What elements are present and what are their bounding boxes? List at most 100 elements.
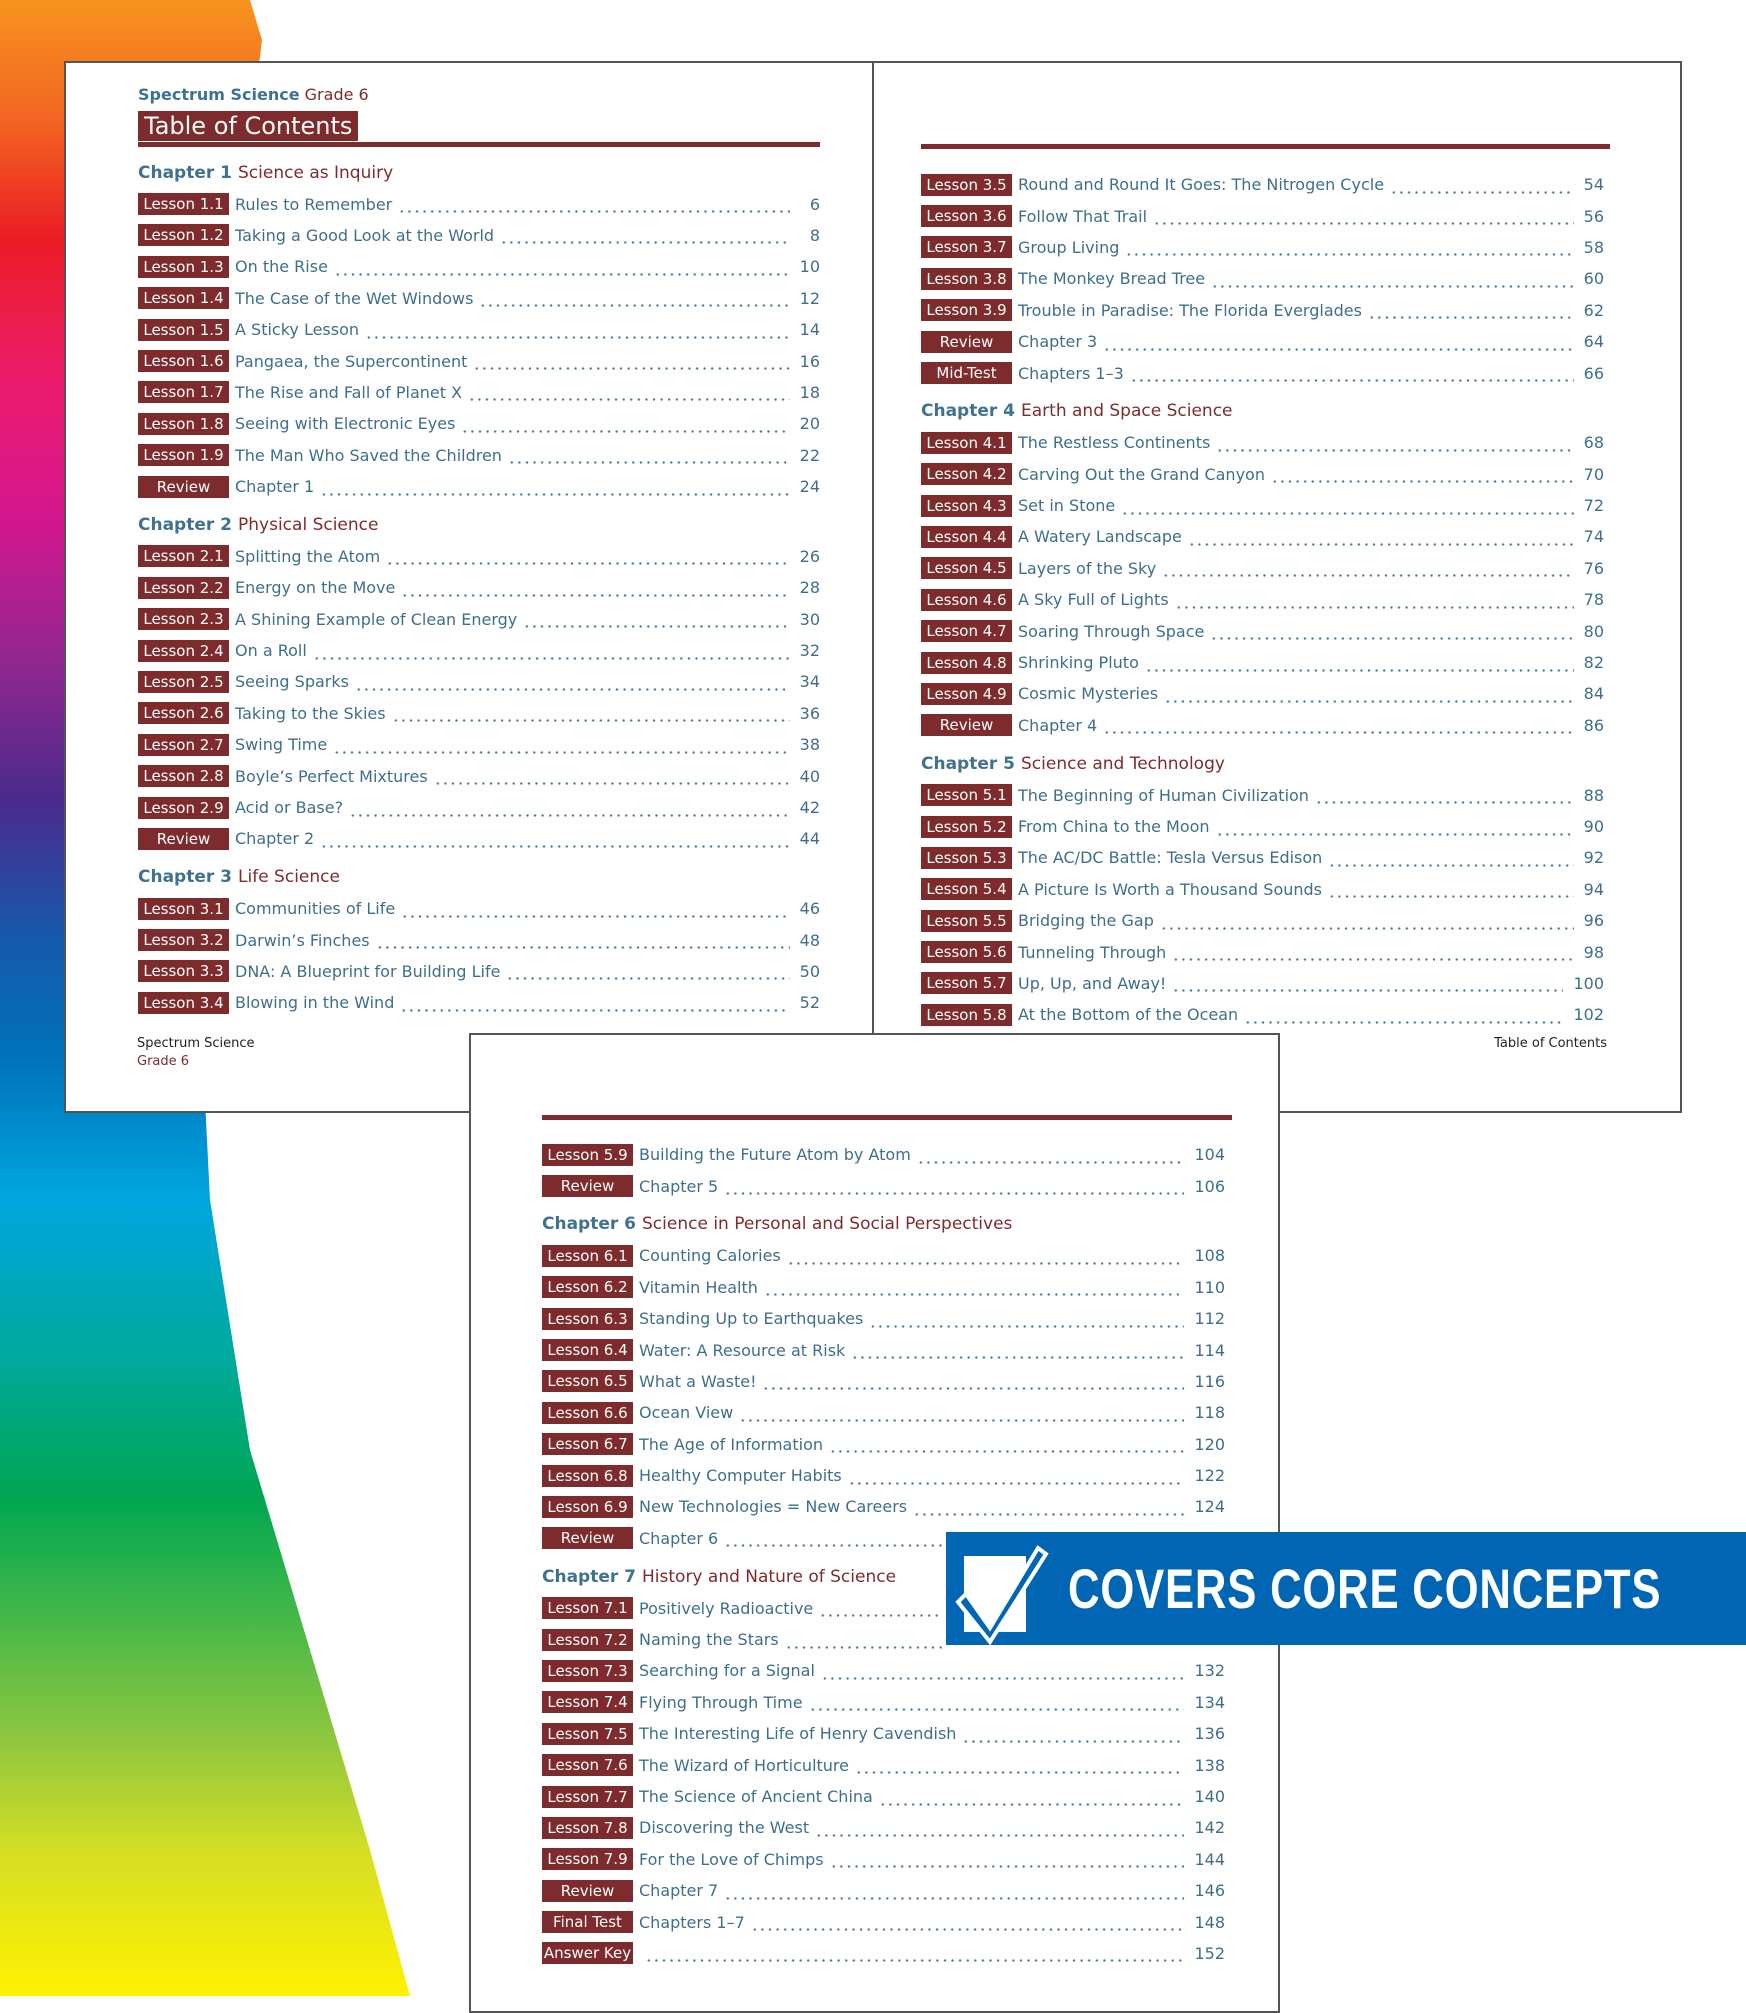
toc-entry: Lesson 6.6 Ocean View 118 — [542, 1397, 1225, 1428]
lesson-title: The AC/DC Battle: Tesla Versus Edison — [1018, 848, 1323, 868]
page-number: 98 — [1583, 942, 1604, 962]
page-number: 26 — [799, 546, 820, 566]
lesson-title: Taking a Good Look at the World — [235, 225, 495, 245]
page-number: 70 — [1583, 464, 1604, 484]
toc-entry: Lesson 7.3 Searching for a Signal 132 — [542, 1655, 1225, 1686]
page-number: 100 — [1573, 973, 1604, 993]
page-number: 76 — [1583, 558, 1604, 578]
toc-entry: Lesson 4.1 The Restless Continents 68 — [921, 427, 1604, 458]
lesson-title: Flying Through Time — [639, 1692, 803, 1712]
toc-entry: Review Chapter 4 86 — [921, 710, 1604, 741]
page-number: 92 — [1583, 848, 1604, 868]
dot-leader — [433, 770, 790, 787]
lesson-title: Standing Up to Earthquakes — [639, 1309, 864, 1329]
dot-leader — [1129, 367, 1574, 384]
chapter-heading: Chapter 2 Physical Science — [138, 509, 378, 540]
lesson-label: Lesson 2.1 — [138, 545, 229, 568]
lesson-title: Bridging the Gap — [1018, 911, 1154, 931]
chapter-name: Life Science — [238, 867, 340, 888]
lesson-title: DNA: A Blueprint for Building Life — [235, 961, 501, 981]
page-number: 64 — [1583, 332, 1604, 352]
lesson-label: Lesson 5.6 — [921, 941, 1012, 964]
lesson-label: Lesson 1.8 — [138, 412, 229, 435]
page-number: 78 — [1583, 590, 1604, 610]
lesson-title: The Monkey Bread Tree — [1018, 269, 1206, 289]
toc-entry: Lesson 5.8 At the Bottom of the Ocean 102 — [921, 999, 1604, 1030]
lesson-title: Up, Up, and Away! — [1018, 973, 1167, 993]
page-number: 6 — [809, 194, 820, 214]
page-number: 148 — [1194, 1912, 1225, 1932]
page-number: 24 — [799, 477, 820, 497]
lesson-title: Swing Time — [235, 735, 328, 755]
lesson-label: Lesson 4.8 — [921, 651, 1012, 674]
dot-leader — [1103, 335, 1574, 352]
page-number: 14 — [799, 320, 820, 340]
lesson-label: Review — [542, 1175, 633, 1198]
dot-leader — [1125, 241, 1574, 258]
page-number: 122 — [1194, 1466, 1225, 1486]
footer-brand: Spectrum Science — [137, 1036, 255, 1051]
dot-leader — [400, 996, 790, 1013]
lesson-title: For the Love of Chimps — [639, 1849, 824, 1869]
lesson-label: Lesson 1.3 — [138, 255, 229, 278]
dot-leader — [869, 1312, 1185, 1329]
toc-entry: Lesson 6.4 Water: A Resource at Risk 114 — [542, 1334, 1225, 1365]
lesson-label: Lesson 6.2 — [542, 1276, 633, 1299]
page-number: 90 — [1583, 817, 1604, 836]
chapter-heading: Chapter 7 History and Nature of Science — [542, 1561, 896, 1592]
toc-entry: Lesson 1.6 Pangaea, the Supercontinent 16 — [138, 345, 820, 376]
dot-leader — [461, 417, 790, 434]
page-number: 18 — [799, 382, 820, 402]
lesson-label: Lesson 7.9 — [542, 1848, 633, 1871]
lesson-title: Building the Future Atom by Atom — [639, 1145, 911, 1165]
toc-entry: Final Test Chapters 1–7 148 — [542, 1906, 1225, 1937]
toc-entry: Lesson 2.6 Taking to the Skies 36 — [138, 698, 820, 729]
lesson-title: Chapter 7 — [639, 1881, 719, 1901]
lesson-title: Chapter 5 — [639, 1176, 719, 1196]
lesson-label: Review — [138, 827, 229, 850]
lesson-label: Lesson 4.9 — [921, 682, 1012, 705]
dot-leader — [1328, 851, 1574, 868]
toc-entry: Lesson 7.4 Flying Through Time 134 — [542, 1687, 1225, 1718]
chapter-heading: Chapter 4 Earth and Space Science — [921, 396, 1233, 427]
lesson-label: Lesson 5.7 — [921, 972, 1012, 995]
toc-entry: Lesson 3.7 Group Living 58 — [921, 232, 1604, 263]
toc-entry: Lesson 4.2 Carving Out the Grand Canyon 70 — [921, 459, 1604, 490]
page-number: 118 — [1194, 1403, 1225, 1423]
title-rule — [542, 1115, 1232, 1120]
toc-list: Lesson 3.5 Round and Round It Goes: The N… — [921, 169, 1604, 1031]
lesson-title: Acid or Base? — [235, 798, 344, 817]
lesson-label: Lesson 1.7 — [138, 381, 229, 404]
lesson-label: Lesson 2.7 — [138, 733, 229, 756]
toc-entry: Lesson 2.8 Boyle’s Perfect Mixtures 40 — [138, 760, 820, 791]
dot-leader — [1172, 946, 1574, 963]
dot-leader — [855, 1759, 1185, 1776]
toc-entry: Lesson 2.7 Swing Time 38 — [138, 729, 820, 760]
lesson-label: Lesson 4.3 — [921, 494, 1012, 517]
lesson-title: At the Bottom of the Ocean — [1018, 1005, 1239, 1025]
lesson-label: Lesson 1.1 — [138, 193, 229, 216]
page-number: 28 — [799, 578, 820, 598]
page-number: 82 — [1583, 653, 1604, 673]
page-number: 32 — [799, 641, 820, 661]
page-number: 152 — [1194, 1943, 1225, 1963]
dot-leader — [829, 1853, 1185, 1870]
lesson-title: Chapter 2 — [235, 829, 315, 849]
toc-entry: Lesson 3.4 Blowing in the Wind 52 — [138, 987, 820, 1018]
chapter-number: Chapter 3 — [138, 867, 233, 888]
lesson-label: Lesson 7.6 — [542, 1754, 633, 1777]
lesson-title: Positively Radioactive — [639, 1598, 814, 1618]
page-number: 60 — [1583, 269, 1604, 289]
page-number: 112 — [1194, 1309, 1225, 1329]
lesson-title: Chapter 6 — [639, 1528, 719, 1548]
dot-leader — [916, 1148, 1185, 1165]
dot-leader — [506, 965, 790, 982]
lesson-title: Darwin’s Finches — [235, 930, 370, 950]
chapter-name: Earth and Space Science — [1021, 401, 1233, 422]
page-number: 52 — [799, 993, 820, 1013]
toc-entry: Lesson 7.2 Naming the Stars — [542, 1624, 942, 1655]
lesson-title: Pangaea, the Supercontinent — [235, 351, 468, 371]
toc-page-right: Lesson 3.5 Round and Round It Goes: The N… — [872, 61, 1682, 1113]
lesson-title: On the Rise — [235, 257, 328, 277]
lesson-title: Discovering the West — [639, 1818, 810, 1838]
